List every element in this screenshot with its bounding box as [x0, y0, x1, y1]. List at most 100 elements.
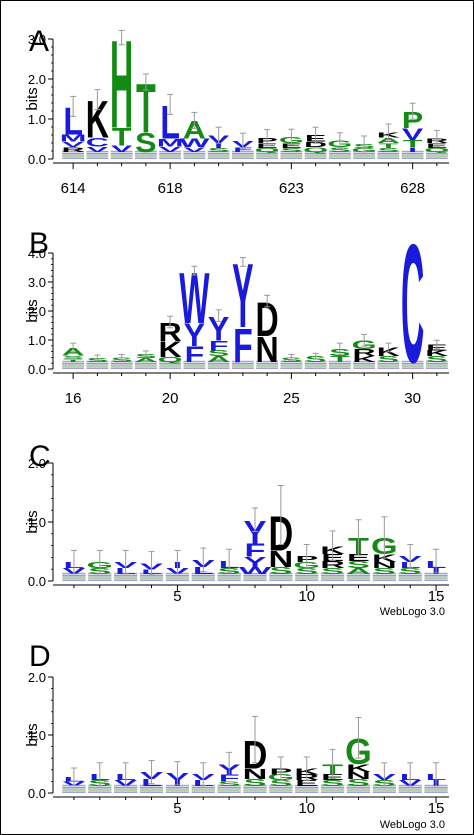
panel-letter: B — [29, 227, 49, 260]
background-stack-band — [398, 572, 422, 575]
background-stack-band — [372, 575, 396, 577]
background-stack-band — [424, 579, 448, 581]
background-stack-band — [183, 367, 206, 369]
logo-letter: E — [295, 779, 318, 788]
background-stack-band — [280, 360, 303, 363]
background-stack-band — [86, 153, 109, 155]
background-stack-band — [110, 155, 133, 157]
background-stack-band — [110, 157, 133, 159]
background-stack-band — [377, 360, 400, 363]
x-tick-label: 25 — [283, 390, 300, 407]
background-stack-band — [114, 787, 138, 789]
background-stack-band — [165, 575, 190, 577]
background-stack-band — [165, 789, 190, 791]
logo-column: SGP — [293, 544, 320, 581]
logo-letter: S — [208, 349, 229, 358]
logo-column: FYW — [179, 257, 210, 369]
logo-letter: N — [269, 547, 294, 572]
background-stack-band — [320, 577, 345, 579]
background-stack-band — [280, 365, 303, 367]
background-stack-band — [165, 579, 190, 581]
logo-letter: S — [373, 567, 396, 576]
background-stack-band — [86, 150, 109, 153]
background-stack-band — [62, 157, 85, 159]
logo-letter: T — [112, 124, 132, 152]
logo-letter: K — [372, 552, 397, 565]
background-stack-band — [269, 784, 293, 787]
background-stack-band — [398, 789, 422, 791]
background-stack-band — [425, 153, 448, 155]
logo-column: VL — [398, 762, 422, 793]
background-stack-band — [159, 367, 182, 369]
background-stack-band — [110, 365, 133, 367]
background-stack-band — [207, 363, 230, 365]
logo-column: SG — [327, 132, 352, 159]
logo-letter: M — [60, 133, 87, 144]
background-stack-band — [134, 155, 157, 157]
background-stack-band — [134, 157, 157, 159]
background-stack-band — [353, 153, 376, 155]
background-stack-band — [139, 575, 164, 577]
background-stack-band — [207, 150, 230, 153]
background-stack-band — [231, 155, 254, 157]
logo-letter: V — [62, 140, 84, 149]
logo-letter: C — [401, 209, 424, 398]
background-stack-band — [114, 579, 138, 581]
background-stack-band — [183, 365, 206, 367]
logo-letter: Y — [244, 515, 267, 551]
background-stack-band — [139, 789, 164, 791]
background-stack-band — [295, 789, 319, 791]
background-stack-band — [269, 572, 293, 575]
weblogo-credit: WebLogo 3.0 — [380, 819, 445, 831]
background-stack-band — [62, 363, 85, 365]
logo-column: SLV — [398, 544, 422, 581]
logo-letter: S — [135, 128, 156, 159]
background-stack-band — [328, 367, 351, 369]
panel-letter: D — [29, 640, 51, 673]
y-tick-label: 3.0 — [28, 275, 46, 290]
background-stack-band — [401, 367, 424, 369]
background-stack-band — [425, 363, 448, 365]
background-stack-band — [328, 365, 351, 367]
background-stack-band — [401, 365, 424, 367]
panel-letter: C — [29, 440, 51, 473]
logo-column: QDE — [303, 126, 328, 159]
background-stack-band — [134, 363, 157, 365]
logo-column: IL — [424, 762, 448, 793]
logo-column: VL — [62, 549, 86, 581]
y-axis-label: bits — [24, 87, 41, 110]
background-stack-band — [320, 789, 345, 791]
y-tick-label: 3.0 — [28, 32, 46, 47]
x-tick-label: 20 — [162, 390, 179, 407]
logo-letter: A — [207, 355, 230, 364]
background-stack-band — [207, 365, 230, 367]
background-stack-band — [110, 367, 133, 369]
background-stack-band — [183, 153, 206, 155]
background-stack-band — [398, 791, 422, 793]
logo-letter: N — [243, 766, 268, 783]
logo-letter: K — [159, 337, 182, 362]
background-stack-band — [328, 155, 351, 157]
background-stack-band — [62, 577, 86, 579]
logo-letter: T — [403, 138, 423, 149]
background-stack-band — [217, 789, 241, 791]
logo-letter: S — [399, 567, 422, 576]
background-stack-band — [346, 784, 371, 787]
background-stack-band — [134, 153, 157, 155]
logo-column: ND — [256, 292, 279, 370]
background-stack-band — [139, 791, 164, 793]
background-stack-band — [346, 789, 371, 791]
background-stack-band — [424, 787, 448, 789]
background-stack-band — [110, 360, 133, 363]
y-axis-label: bits — [24, 510, 41, 533]
logo-letter: A — [183, 117, 206, 145]
background-stack-band — [88, 791, 112, 793]
logo-letter: A — [346, 567, 371, 576]
logo-column: QEP — [255, 129, 280, 159]
logo-column: VL — [114, 762, 138, 793]
background-stack-band — [62, 153, 85, 155]
background-stack-band — [217, 787, 241, 789]
background-stack-band — [207, 367, 230, 369]
logo-column: IV — [165, 761, 190, 793]
background-stack-band — [62, 155, 85, 157]
